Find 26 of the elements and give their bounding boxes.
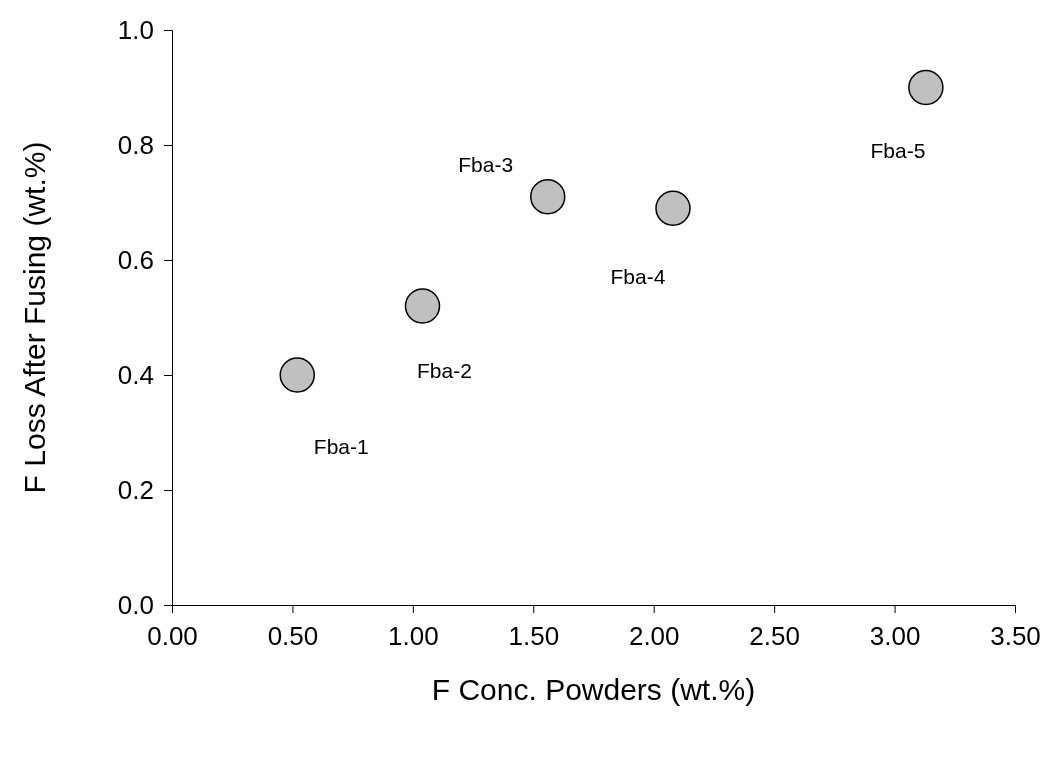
- point: [529, 179, 566, 215]
- annotation: Fba-4: [610, 264, 666, 288]
- y-tick-label: 0.0: [117, 589, 154, 620]
- point: [655, 190, 691, 226]
- annotation: Fba-5: [870, 139, 926, 163]
- point: [279, 357, 315, 393]
- x-tick-label: 0.50: [267, 621, 319, 652]
- y-tick-label: 0.2: [117, 474, 154, 505]
- annotation: Fba-3: [458, 153, 514, 177]
- x-tick-label: 1.50: [508, 621, 560, 652]
- y-tick-label: 0.8: [117, 129, 154, 160]
- point: [404, 288, 441, 324]
- y-tick-label: 0.6: [117, 244, 154, 275]
- annotation: Fba-1: [313, 434, 369, 458]
- x-tick-label: 0.00: [147, 621, 198, 652]
- x-tick-label: 2.00: [628, 621, 680, 652]
- x-tick-label: 3.50: [990, 621, 1041, 652]
- annotation: Fba-2: [417, 358, 472, 382]
- point: [908, 69, 944, 106]
- x-tick-label: 2.50: [749, 621, 800, 652]
- x-tick-label: 3.00: [869, 621, 921, 652]
- x-tick-label: 1.00: [388, 621, 439, 652]
- y-tick-label: 1.0: [117, 14, 154, 45]
- x-axis-title: F Conc. Powders (wt.%): [431, 673, 756, 706]
- y-axis-title: F Loss After Fusing (wt.%): [18, 141, 51, 494]
- y-tick-label: 0.4: [117, 359, 154, 390]
